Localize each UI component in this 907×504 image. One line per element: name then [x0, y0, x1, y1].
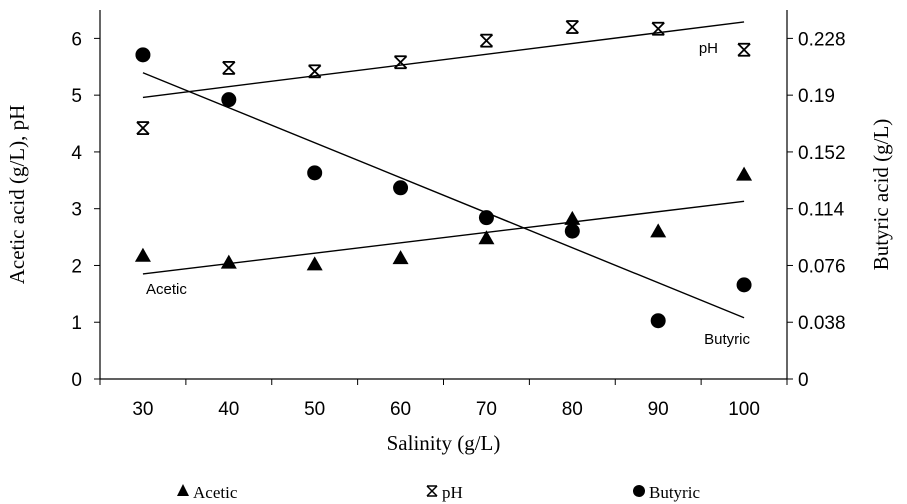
butyric-point [307, 165, 323, 181]
legend-label-ph: pH [442, 483, 463, 502]
butyric-point [478, 210, 494, 226]
legend-marker-acetic [177, 484, 189, 496]
legend-marker-butyric [633, 485, 645, 497]
legend-item-butyric: Butyric [633, 483, 700, 502]
butyric-point [736, 277, 752, 293]
ph-point [479, 33, 494, 48]
ph-point [737, 42, 751, 57]
right-y-tick-label: 0.152 [798, 143, 846, 164]
ph-trendline [142, 21, 745, 99]
ph-point [651, 21, 665, 36]
acetic-point [220, 254, 237, 269]
right-y-tick-label: 0.19 [798, 86, 835, 107]
butyric-trendline [142, 72, 745, 319]
acetic-annotation: Acetic [146, 281, 187, 298]
acetic-point [478, 230, 495, 245]
right-y-tick-label: 0.038 [798, 313, 846, 334]
x-tick-label: 90 [648, 399, 669, 420]
x-tick-label: 100 [728, 399, 760, 420]
left-y-tick-label: 6 [71, 29, 82, 50]
legend-item-acetic: Acetic [177, 483, 238, 502]
butyric-annotation: Butyric [704, 331, 750, 348]
data-markers [134, 20, 753, 329]
ph-point [222, 61, 236, 75]
legend-label-butyric: Butyric [649, 483, 700, 502]
x-tick-label: 50 [304, 399, 325, 420]
legend-label-acetic: Acetic [193, 483, 238, 502]
butyric-point [393, 180, 409, 196]
left-y-tick-label: 1 [71, 313, 82, 334]
legend-marker-ph [426, 485, 438, 497]
butyric-point [221, 92, 237, 108]
butyric-point [135, 47, 151, 63]
acetic-point [564, 210, 581, 225]
right-y-tick-label: 0.228 [798, 29, 846, 50]
acetic-point [392, 250, 409, 265]
acetic-trendline [142, 200, 745, 275]
acetic-point [736, 166, 753, 181]
left-y-tick-label: 4 [71, 143, 82, 164]
ph-annotation: pH [699, 40, 718, 57]
left-y-tick-label: 5 [71, 86, 82, 107]
left-y-tick-label: 2 [71, 256, 82, 277]
left-y-tick-label: 3 [71, 200, 82, 221]
x-tick-label: 40 [218, 399, 239, 420]
x-tick-label: 70 [476, 399, 497, 420]
right-y-axis-label: Butyric acid (g/L) [869, 119, 893, 271]
axes: 30 40 50 60 70 80 90 100012345600.0380.0760.114… [71, 10, 846, 420]
ph-point [308, 64, 322, 79]
butyric-point [650, 313, 666, 329]
ph-point [393, 55, 408, 70]
acetic-point [134, 247, 151, 262]
right-y-tick-label: 0 [798, 370, 809, 391]
acetic-point [306, 256, 323, 271]
left-y-tick-label: 0 [71, 370, 82, 391]
ph-point [565, 20, 579, 34]
right-y-tick-label: 0.076 [798, 256, 846, 277]
legend-item-ph: pH [426, 483, 463, 502]
left-y-axis-label: Acetic acid (g/L), pH [5, 105, 29, 285]
legend: Acetic pH Butyric [177, 483, 700, 502]
right-y-tick-label: 0.114 [798, 200, 845, 221]
ph-point [136, 121, 150, 135]
x-axis-label: Salinity (g/L) [387, 431, 501, 455]
trendlines [142, 21, 745, 319]
x-tick-label: 60 [390, 399, 411, 420]
x-tick-label: 80 [562, 399, 583, 420]
x-tick-label: 30 [132, 399, 153, 420]
acetic-point [650, 223, 667, 238]
butyric-point [564, 223, 580, 239]
series-annotations: Acetic pH Butyric [146, 40, 750, 348]
